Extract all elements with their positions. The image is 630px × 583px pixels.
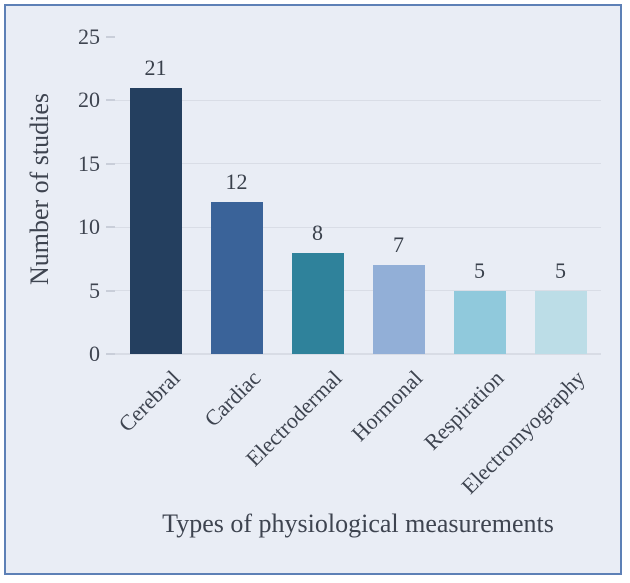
y-tick-label-0: 0 [89,341,100,366]
bar-value-label: 8 [312,219,323,245]
y-tick-mark-20 [106,99,115,102]
bar-value-label: 5 [555,257,566,283]
x-tick-label-cardiac: Cardiac [199,365,266,432]
x-tick-label-cerebral: Cerebral [113,365,185,437]
y-tick-mark-15 [106,162,115,165]
x-tick-label-hormonal: Hormonal [346,365,428,447]
y-tick-mark-0 [106,353,115,355]
y-tick-label-15: 15 [78,150,100,176]
bar-value-label: 5 [474,257,485,283]
bar-cerebral [129,87,182,354]
gridline-15 [115,163,601,165]
y-tick-mark-5 [106,289,115,292]
x-axis-line [115,353,601,355]
gridline-20 [115,99,601,101]
bar-electromyography [534,290,587,354]
bar-value-label: 12 [225,168,248,194]
y-tick-label-10: 10 [78,214,100,240]
y-tick-label-25: 25 [78,24,100,49]
gridline-5 [115,290,601,292]
bar-cardiac [210,201,263,354]
y-tick-mark-10 [106,226,115,229]
bar-respiration [453,290,506,354]
bar-hormonal [372,265,425,354]
gridline-10 [115,226,601,228]
y-axis-title: Number of studies [25,92,54,286]
bar-value-label: 21 [144,54,167,80]
y-tick-label-20: 20 [78,87,100,113]
bar-value-label: 7 [393,232,404,258]
y-tick-label-5: 5 [89,277,100,303]
x-axis-title: Types of physiological measurements [162,509,554,538]
y-tick-mark-25 [106,36,115,38]
bar-electrodermal [291,252,344,354]
